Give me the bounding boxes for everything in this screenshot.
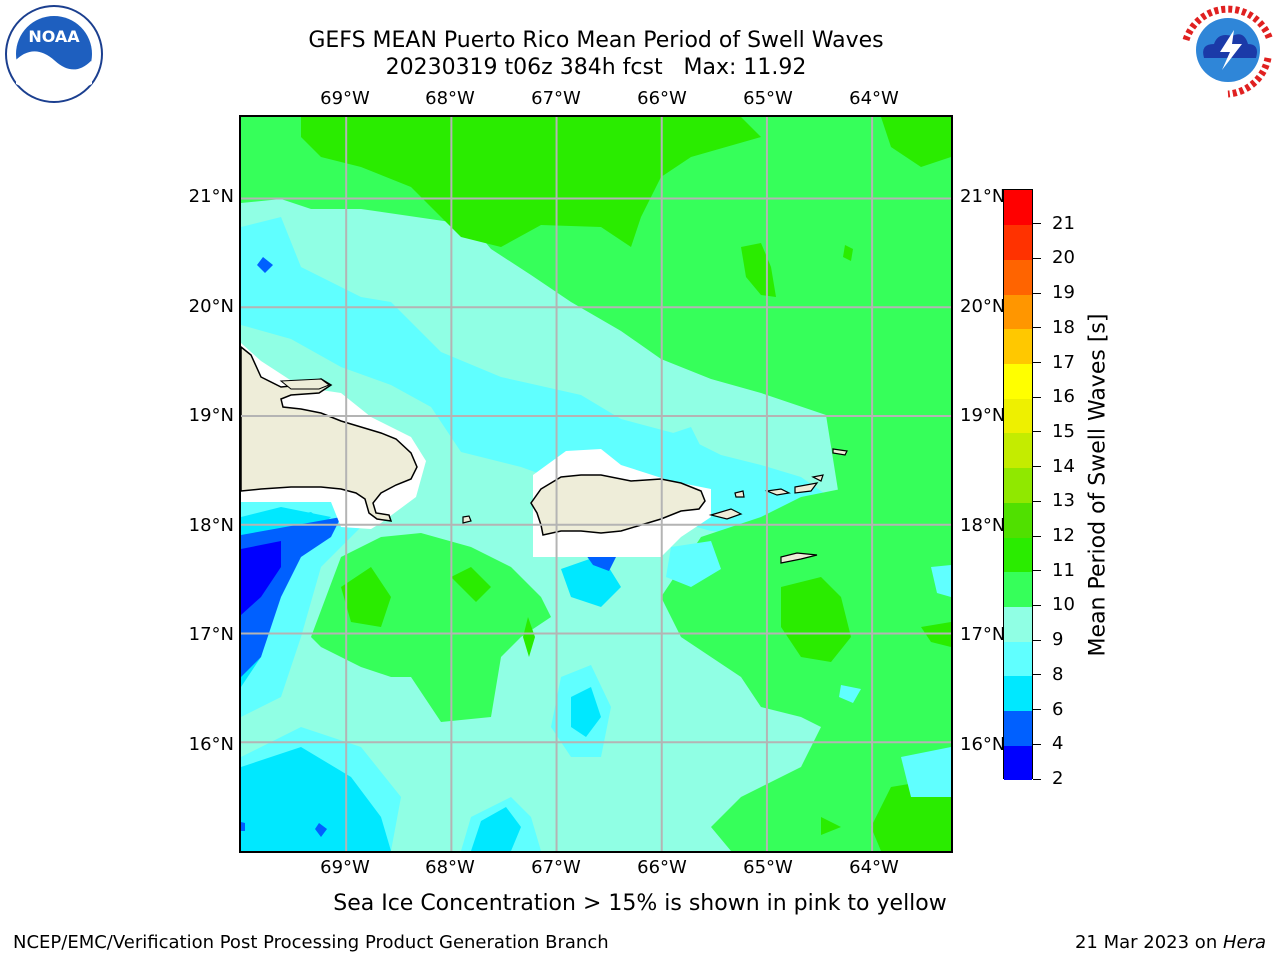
colorbar-segment [1004, 710, 1032, 746]
lat-tick-label-left: 21°N [188, 186, 234, 207]
colorbar-tick-label: 11 [1052, 559, 1075, 581]
colorbar-tick [1033, 709, 1041, 711]
colorbar-segment [1004, 328, 1032, 365]
colorbar-tick-label: 17 [1052, 351, 1075, 373]
contour-10-11-south-east [661, 487, 951, 851]
lon-tick-label-bottom: 64°W [849, 857, 899, 878]
colorbar-tick-label: 6 [1052, 698, 1064, 720]
colorbar-tick [1033, 570, 1041, 572]
colorbar-tick [1033, 292, 1041, 294]
colorbar-segment [1004, 432, 1032, 469]
lon-tick-label-bottom: 68°W [425, 857, 475, 878]
colorbar-tick-label: 10 [1052, 594, 1075, 616]
lat-tick-label-left: 19°N [188, 405, 234, 426]
lat-tick-label-left: 20°N [188, 296, 234, 317]
colorbar-tick [1033, 362, 1041, 364]
colorbar-tick [1033, 327, 1041, 329]
lat-tick-label-right: 18°N [960, 515, 1006, 536]
colorbar-tick [1033, 223, 1041, 225]
colorbar-tick-label: 16 [1052, 386, 1075, 408]
lat-tick-label-left: 17°N [188, 624, 234, 645]
lat-tick-label-left: 16°N [188, 734, 234, 755]
chart-subtitle: 20230319 t06z 384h fcst Max: 11.92 [385, 55, 807, 80]
colorbar-tick-label: 21 [1052, 212, 1075, 234]
contour-11-12-north-east [881, 117, 951, 167]
colorbar-tick-label: 14 [1052, 455, 1075, 477]
lon-tick-label-top: 69°W [320, 88, 370, 109]
colorbar-tick [1033, 535, 1041, 537]
colorbar-tick-label: 20 [1052, 247, 1075, 269]
colorbar-tick [1033, 396, 1041, 398]
map-panel[interactable] [239, 115, 953, 853]
colorbar-segment [1004, 571, 1032, 607]
contour-11-12-north [301, 117, 761, 247]
colorbar-segment [1004, 363, 1032, 399]
colorbar-tick [1033, 639, 1041, 641]
colorbar-segment [1004, 675, 1032, 712]
colorbar-tick-label: 12 [1052, 525, 1075, 547]
footer-date-text: 21 Mar 2023 on [1074, 932, 1223, 953]
colorbar-segment [1004, 467, 1032, 503]
nws-logo [1176, 0, 1280, 100]
colorbar-tick-label: 19 [1052, 282, 1075, 304]
colorbar-tick-label: 18 [1052, 316, 1075, 338]
colorbar-tick-label: 15 [1052, 420, 1075, 442]
colorbar-tick [1033, 674, 1041, 676]
colorbar-tick [1033, 257, 1041, 259]
lon-tick-label-top: 68°W [425, 88, 475, 109]
lon-tick-label-top: 65°W [743, 88, 793, 109]
lat-tick-label-left: 18°N [188, 515, 234, 536]
colorbar-tick [1033, 466, 1041, 468]
hispaniola-landmass [241, 346, 418, 522]
colorbar-segment [1004, 259, 1032, 295]
lon-tick-label-bottom: 65°W [743, 857, 793, 878]
noaa-logo: NOAA [4, 4, 104, 104]
colorbar-tick-label: 13 [1052, 490, 1075, 512]
colorbar-segment [1004, 502, 1032, 538]
lon-tick-label-bottom: 67°W [531, 857, 581, 878]
lon-tick-label-bottom: 66°W [637, 857, 687, 878]
lat-tick-label-right: 19°N [960, 405, 1006, 426]
lon-tick-label-bottom: 69°W [320, 857, 370, 878]
colorbar-segment [1004, 537, 1032, 573]
colorbar [1003, 189, 1033, 781]
sea-ice-note: Sea Ice Concentration > 15% is shown in … [333, 891, 947, 916]
colorbar-tick [1033, 431, 1041, 433]
colorbar-segment [1004, 606, 1032, 642]
colorbar-segment [1004, 398, 1032, 434]
colorbar-tick [1033, 604, 1041, 606]
colorbar-tick-label: 8 [1052, 663, 1064, 685]
lat-tick-label-right: 21°N [960, 186, 1006, 207]
contour-8-9-north [241, 217, 841, 537]
lat-tick-label-right: 20°N [960, 296, 1006, 317]
colorbar-tick-label: 4 [1052, 733, 1064, 755]
contour-10-11-north [241, 117, 951, 549]
lon-tick-label-top: 67°W [531, 88, 581, 109]
graticule [241, 117, 951, 851]
colorbar-tick [1033, 500, 1041, 502]
colorbar-tick [1033, 778, 1041, 780]
colorbar-segment [1004, 224, 1032, 260]
chart-title: GEFS MEAN Puerto Rico Mean Period of Swe… [308, 28, 884, 53]
colorbar-title: Mean Period of Swell Waves [s] [1085, 313, 1111, 657]
colorbar-segment [1004, 294, 1032, 330]
colorbar-tick-label: 9 [1052, 629, 1064, 651]
footer-branch: NCEP/EMC/Verification Post Processing Pr… [13, 932, 609, 953]
colorbar-segment [1004, 641, 1032, 677]
lon-tick-label-top: 64°W [849, 88, 899, 109]
colorbar-segment [1004, 745, 1032, 781]
lon-tick-label-top: 66°W [637, 88, 687, 109]
swell-period-field [241, 117, 951, 851]
colorbar-tick [1033, 743, 1041, 745]
svg-text:NOAA: NOAA [28, 27, 80, 46]
colorbar-segment [1004, 190, 1032, 226]
lat-tick-label-right: 16°N [960, 734, 1006, 755]
footer-machine: Hera [1222, 932, 1266, 953]
colorbar-tick-label: 2 [1052, 768, 1064, 789]
footer-date: 21 Mar 2023 on Hera [1075, 932, 1266, 953]
lat-tick-label-right: 17°N [960, 624, 1006, 645]
